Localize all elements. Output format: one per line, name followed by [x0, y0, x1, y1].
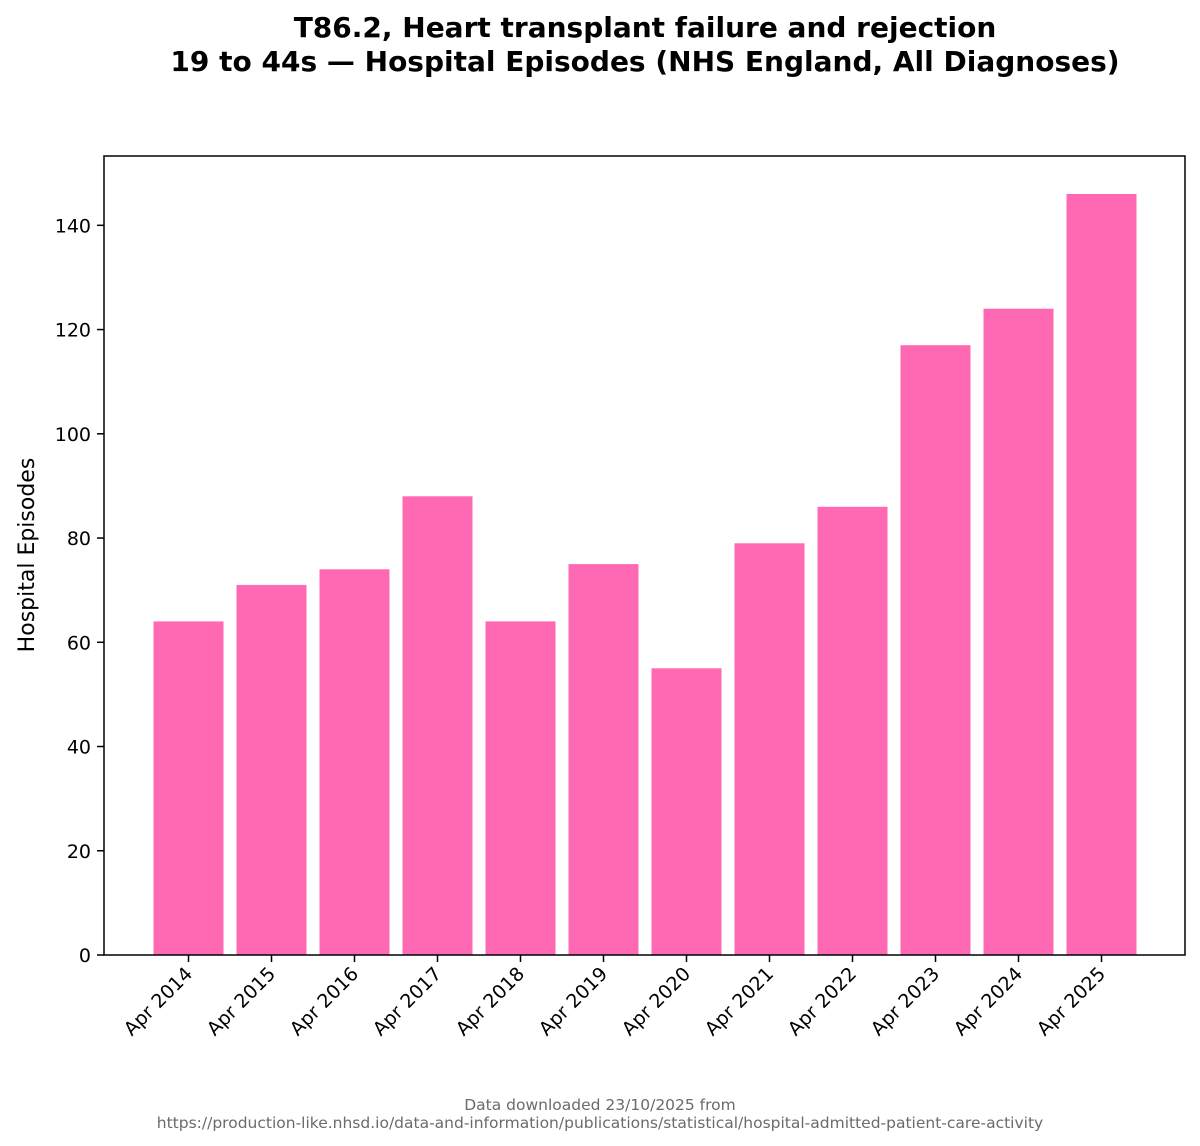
x-tick-label: Apr 2025: [1033, 963, 1110, 1040]
x-tick-label: Apr 2014: [120, 963, 197, 1040]
x-tick-label: Apr 2016: [286, 963, 363, 1040]
y-tick-label: 60: [67, 632, 91, 654]
x-tick-label: Apr 2018: [452, 963, 529, 1040]
x-tick-label: Apr 2021: [701, 963, 778, 1040]
bar: [817, 506, 888, 955]
y-tick-label: 0: [79, 945, 91, 967]
chart-title-line-2: 19 to 44s — Hospital Episodes (NHS Engla…: [170, 45, 1119, 78]
x-tick-label: Apr 2024: [950, 963, 1027, 1040]
bar: [1066, 194, 1137, 955]
x-tick-label: Apr 2017: [369, 963, 446, 1040]
bar: [236, 584, 307, 955]
x-tick-label: Apr 2015: [203, 963, 280, 1040]
bar: [734, 543, 805, 955]
bar: [983, 308, 1054, 955]
footer-source-line-1: Data downloaded 23/10/2025 from: [464, 1096, 736, 1114]
y-tick-label: 20: [67, 841, 91, 863]
x-tick-label: Apr 2019: [535, 963, 612, 1040]
y-tick-label: 100: [55, 424, 91, 446]
plot-frame: [103, 155, 1186, 956]
bar: [900, 345, 971, 955]
x-axis: Apr 2014 Apr 2015 Apr 2016 Apr 2017 Apr 2018…: [120, 955, 1110, 1040]
bar: [651, 668, 722, 955]
chart-title-line-1: T86.2, Heart transplant failure and reje…: [294, 11, 997, 44]
y-axis: 0 20 40 60 80 100 120 140: [55, 215, 104, 967]
footer-source-line-2: https://production-like.nhsd.io/data-and…: [157, 1114, 1043, 1132]
y-tick-label: 140: [55, 215, 91, 237]
x-tick-label: Apr 2020: [618, 963, 695, 1040]
bar-series: [153, 194, 1137, 955]
bar: [319, 569, 390, 955]
y-tick-label: 120: [55, 320, 91, 342]
bar: [485, 621, 556, 955]
y-axis-label: Hospital Episodes: [15, 458, 40, 653]
bar: [568, 564, 639, 955]
y-tick-label: 40: [67, 737, 91, 759]
bar: [153, 621, 224, 955]
bar: [402, 496, 473, 955]
y-tick-label: 80: [67, 528, 91, 550]
x-tick-label: Apr 2023: [867, 963, 944, 1040]
x-tick-label: Apr 2022: [784, 963, 861, 1040]
